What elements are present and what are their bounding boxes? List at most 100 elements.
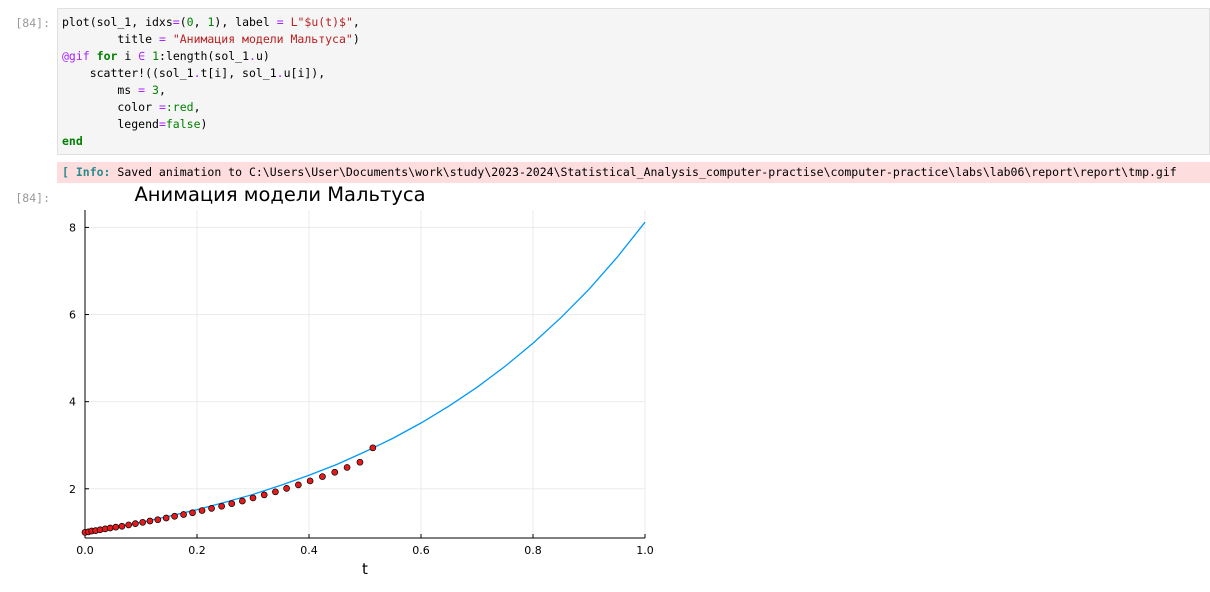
scatter-point [125, 521, 133, 529]
code-line: @gif for i ∈ 1:length(sol_1.u) [62, 48, 360, 65]
scatter-point [260, 491, 268, 499]
code-token: u) [255, 49, 270, 63]
x-tick-label: 0.4 [300, 544, 318, 557]
code-token: = [158, 32, 166, 46]
info-output: [ Info: Saved animation to C:\Users\User… [57, 162, 1210, 183]
code-token: = [172, 15, 180, 29]
x-tick-label: 0.8 [524, 544, 542, 557]
code-token: = [138, 83, 146, 97]
code-token: end [62, 134, 83, 148]
scatter-point [106, 524, 114, 532]
code-editor[interactable]: plot(sol_1, idxs=(0, 1), label = L"$u(t)… [62, 14, 360, 150]
code-line: scatter!((sol_1.t[i], sol_1.u[i]), [62, 65, 360, 82]
code-token: :length(sol_1 [159, 49, 250, 63]
malthus-plot: 0.0 0.2 0.4 0.6 0.8 1.0 2 4 6 8 Анимация модели Ма… [69, 183, 654, 578]
code-token [145, 83, 152, 97]
code-token: for [96, 49, 118, 63]
code-cell-input[interactable]: plot(sol_1, idxs=(0, 1), label = L"$u(t)… [57, 8, 1210, 155]
code-line: title = "Анимация модели Мальтуса") [62, 31, 360, 48]
code-token: . [276, 66, 284, 80]
scatter-point [139, 518, 147, 526]
scatter-point [118, 522, 126, 530]
scatter-point [180, 511, 187, 518]
code-line: ms = 3, [62, 82, 360, 99]
y-tick-label: 8 [69, 221, 76, 234]
code-token: ( [179, 15, 187, 29]
input-prompt: [84]: [15, 16, 50, 30]
scatter-point [189, 509, 196, 517]
x-axis-label: t [362, 560, 368, 578]
code-token: scatter!((sol_1 [62, 66, 194, 80]
scatter-point [272, 488, 279, 496]
code-token: . [193, 66, 201, 80]
code-token: = [276, 15, 284, 29]
info-tag: [ Info: [62, 165, 111, 179]
code-token: t[i], sol_1 [200, 66, 277, 80]
scatter-point [306, 477, 314, 485]
scatter-point [228, 500, 236, 507]
code-token: 1 [152, 49, 160, 63]
x-tick-label: 1.0 [636, 544, 654, 557]
code-token: = [158, 117, 166, 131]
code-token: L"$u(t)$" [290, 15, 353, 29]
code-token: ), label [214, 15, 277, 29]
code-token: title [62, 32, 159, 46]
code-token: ) [200, 117, 208, 131]
scatter-point [146, 517, 154, 525]
scatter-point [132, 520, 139, 527]
code-token [284, 15, 291, 29]
info-message: Saved animation to C:\Users\User\Documen… [110, 165, 1177, 179]
code-token: ms [62, 83, 139, 97]
scatter-point [369, 444, 377, 452]
scatter-point [356, 458, 364, 466]
scatter-point [154, 516, 162, 524]
code-token: i [117, 49, 139, 63]
y-tick-label: 6 [69, 309, 76, 322]
scatter-point [249, 494, 257, 502]
scatter-point [331, 468, 339, 476]
chart-title: Анимация модели Мальтуса [134, 183, 425, 206]
code-token: = [158, 100, 166, 114]
code-token: , [158, 83, 166, 97]
code-token: 0 [186, 15, 194, 29]
scatter-point [295, 481, 302, 489]
scatter-point [218, 502, 225, 510]
code-line: color =:red, [62, 99, 360, 116]
code-token: , [352, 15, 360, 29]
code-token: , [193, 100, 201, 114]
code-line: plot(sol_1, idxs=(0, 1), label = L"$u(t)… [62, 14, 360, 31]
output-prompt: [84]: [15, 191, 50, 205]
code-token: "Анимация модели Мальтуса" [172, 32, 353, 46]
code-token: :red [165, 100, 194, 114]
scatter-point [171, 512, 178, 520]
scatter-point [319, 473, 326, 480]
scatter-point [162, 514, 170, 522]
code-token: false [165, 117, 201, 131]
y-tick-label: 2 [69, 483, 76, 496]
code-token: legend [62, 117, 159, 131]
code-token: ) [352, 32, 360, 46]
code-line: legend=false) [62, 116, 360, 133]
code-token: plot(sol_1, idxs [62, 15, 173, 29]
scatter-point [239, 497, 246, 505]
code-token [166, 32, 173, 46]
x-tick-label: 0.0 [76, 544, 94, 557]
code-token: 3 [152, 83, 159, 97]
code-token [90, 49, 97, 63]
code-token: @gif [62, 49, 90, 63]
code-token: 1 [207, 15, 215, 29]
code-token: color [62, 100, 159, 114]
scatter-point [198, 507, 206, 514]
scatter-point [343, 464, 351, 471]
y-tick-label: 4 [69, 396, 76, 409]
code-token: . [249, 49, 256, 63]
code-token: u[i]), [283, 66, 326, 80]
scatter-point [112, 523, 120, 531]
series-line-u [84, 221, 646, 533]
code-token: ∈ [138, 49, 146, 63]
scatter-point [208, 505, 215, 512]
code-line: end [62, 133, 360, 150]
x-tick-label: 0.2 [188, 544, 206, 557]
scatter-point [283, 484, 290, 492]
code-token: , [193, 15, 208, 29]
